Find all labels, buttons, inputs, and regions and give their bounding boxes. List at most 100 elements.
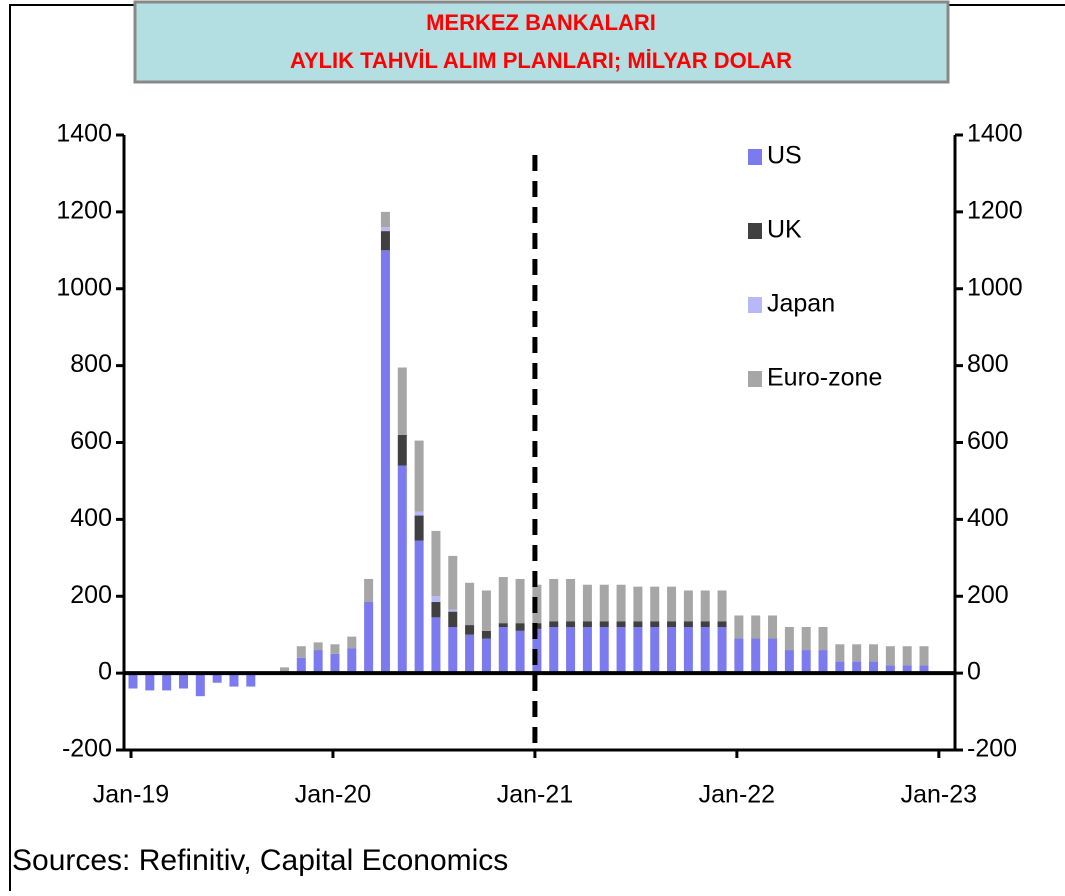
bar-segment (667, 586, 677, 622)
bar-segment (818, 650, 828, 674)
bar-segment (582, 584, 592, 622)
y2-tick-label: 800 (967, 350, 1009, 378)
bar-segment (683, 621, 693, 627)
bar-segment (431, 602, 441, 618)
bar-segment (431, 530, 441, 597)
bar-segment (566, 621, 576, 627)
x-tick-label: Jan-23 (901, 781, 977, 809)
bar-segment (481, 590, 491, 631)
bar-segment (582, 627, 592, 674)
bar-segment (414, 540, 424, 674)
legend-swatch (748, 371, 762, 387)
title-box (133, 0, 950, 84)
bar-segment (229, 673, 239, 687)
bar-segment (364, 602, 374, 674)
y-tick-label: 200 (70, 581, 112, 609)
y-tick-label: 800 (70, 350, 112, 378)
bar-segment (195, 673, 205, 697)
bar-segment (397, 465, 407, 674)
y2-tick-label: -200 (967, 735, 1017, 763)
bar-segment (902, 646, 912, 666)
bar-segment (128, 673, 138, 689)
bar-segment (397, 367, 407, 435)
bar-segment (835, 661, 845, 674)
bar-segment (784, 627, 794, 651)
legend-swatch (748, 297, 762, 313)
bar-segment (380, 231, 390, 251)
bar-segment (835, 644, 845, 662)
bar-segment (734, 615, 744, 639)
bar-segment (700, 590, 710, 622)
bar-segment (498, 623, 508, 627)
y2-tick-label: 400 (967, 504, 1009, 532)
x-tick-label: Jan-20 (295, 781, 371, 809)
bar-segment (784, 650, 794, 674)
bar-segment (380, 250, 390, 674)
bar-segment (599, 627, 609, 674)
bar-segment (515, 623, 525, 631)
y-tick-label: -200 (62, 735, 112, 763)
bar-segment (212, 673, 222, 683)
bar-segment (481, 638, 491, 674)
bar-segment (734, 638, 744, 674)
y2-tick-label: 200 (967, 581, 1009, 609)
bar-segment (633, 621, 643, 627)
bar-segment (279, 667, 289, 674)
bar-segment (347, 648, 357, 674)
bar-segment (481, 630, 491, 639)
bar-segment (549, 578, 559, 622)
bar-segment (330, 644, 340, 654)
bar-segment (549, 621, 559, 627)
bar-segment (498, 627, 508, 674)
bar-segment (347, 636, 357, 649)
bar-segment (515, 630, 525, 674)
bar-segment (801, 627, 811, 651)
y-tick-label: 0 (98, 658, 112, 686)
bar-segment (145, 673, 155, 691)
bar-segment (683, 627, 693, 674)
y-tick-label: 400 (70, 504, 112, 532)
bar-segment (178, 673, 188, 689)
bar-segment (448, 611, 458, 627)
bar-segment (364, 578, 374, 603)
bar-segment (498, 577, 508, 624)
bar-segment (465, 634, 475, 674)
bar-segment (296, 646, 306, 658)
y-tick-label: 1200 (56, 196, 112, 224)
legend-label: UK (767, 216, 802, 244)
bar-segment (852, 644, 862, 662)
y2-tick-label: 600 (967, 427, 1009, 455)
bar-segment (768, 638, 778, 674)
bar-segment (717, 590, 727, 622)
y2-tick-label: 0 (967, 658, 981, 686)
y2-tick-label: 1400 (967, 120, 1023, 148)
bar-segment (885, 665, 895, 674)
bar-segment (683, 590, 693, 622)
bar-segment (448, 627, 458, 674)
x-tick-label: Jan-19 (93, 781, 169, 809)
bar-segment (397, 434, 407, 466)
x-tick-label: Jan-21 (497, 781, 573, 809)
bar-segment (869, 644, 879, 662)
bar-segment (751, 638, 761, 674)
bar-segment (414, 511, 424, 516)
bar-segment (717, 621, 727, 627)
bar-segment (296, 657, 306, 674)
bar-segment (599, 621, 609, 627)
bar-segment (313, 642, 323, 651)
bar-segment (465, 625, 475, 635)
bar-segment (667, 627, 677, 674)
bar-segment (431, 596, 441, 603)
bar-segment (633, 627, 643, 674)
bar-segment (700, 621, 710, 627)
bar-segment (566, 627, 576, 674)
bar-segment (919, 646, 929, 666)
legend-swatch (748, 149, 762, 165)
y2-tick-label: 1000 (967, 273, 1023, 301)
bar-segment (414, 515, 424, 541)
bar-segment (650, 627, 660, 674)
bar-segment (549, 627, 559, 674)
bar-segment (633, 586, 643, 622)
y-tick-label: 600 (70, 427, 112, 455)
